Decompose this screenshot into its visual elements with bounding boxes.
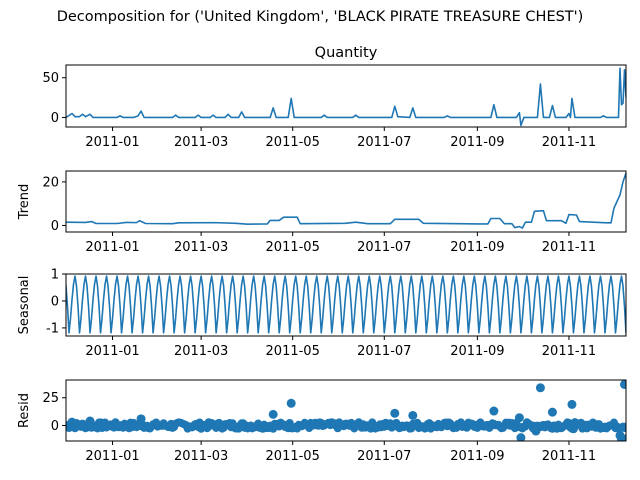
x-tick-label: 2011-03: [174, 344, 228, 359]
observed-axes-frame: [65, 64, 627, 128]
resid-point-outlier: [620, 380, 626, 389]
resid-point-outlier: [568, 424, 578, 434]
resid-point: [622, 422, 626, 431]
y-tick-label: 0: [51, 294, 59, 309]
resid-point-outlier: [408, 410, 418, 420]
x-tick-label: 2011-09: [450, 344, 504, 359]
x-tick-label: 2011-05: [266, 240, 320, 255]
resid-point-outlier: [516, 433, 526, 441]
resid-point-outlier: [85, 416, 95, 426]
x-tick-label: 2011-03: [174, 240, 228, 255]
trend-series-line: [66, 172, 626, 229]
x-tick-label: 2011-01: [85, 240, 139, 255]
x-tick-label: 2011-05: [266, 135, 320, 150]
figure-suptitle: Decomposition for ('United Kingdom', 'BL…: [57, 9, 584, 25]
panel-resid: 0 25 2011-01 2011-03 2011-05 2011-07 2011-09 20…: [17, 379, 627, 464]
x-tick-label: 2011-11: [542, 240, 596, 255]
x-tick-label: 2011-11: [542, 344, 596, 359]
panel-observed: 0 50 2011-01 2011-03 2011-05 2011-07 2011-09 20…: [42, 45, 627, 150]
x-tick-label: 2011-11: [542, 449, 596, 464]
resid-point-outlier: [288, 423, 298, 433]
x-tick-label: 2011-07: [357, 135, 411, 150]
observed-series-line: [66, 67, 626, 127]
resid-point-outlier: [567, 399, 577, 409]
y-tick-label: 1: [51, 268, 59, 283]
resid-point-outlier: [390, 408, 400, 418]
y-tick-label: 0: [51, 111, 59, 126]
x-tick-label: 2011-11: [542, 135, 596, 150]
y-tick-label: 50: [42, 71, 59, 86]
observed-plot-area: [66, 67, 626, 127]
x-tick-label: 2011-01: [85, 344, 139, 359]
seasonal-plot-area: [66, 275, 626, 334]
panel-seasonal: -1 0 1 2011-01 2011-03 2011-05 2011-07 2011-09 2…: [17, 268, 627, 359]
resid-point-outlier: [268, 409, 278, 419]
y-tick-label: -1: [46, 321, 59, 336]
y-tick-label: 0: [51, 419, 59, 434]
x-tick-label: 2011-01: [85, 449, 139, 464]
x-tick-label: 2011-09: [450, 449, 504, 464]
panel-trend: 0 20 2011-01 2011-03 2011-05 2011-07 2011-09 20…: [17, 170, 627, 255]
resid-plot-area: [66, 380, 626, 441]
resid-point-outlier: [514, 413, 524, 423]
resid-point-outlier: [136, 414, 146, 424]
resid-point-outlier: [621, 434, 626, 441]
x-tick-label: 2011-09: [450, 135, 504, 150]
panel-title: Quantity: [315, 45, 378, 61]
resid-point-outlier: [67, 417, 77, 427]
y-axis-label: Seasonal: [17, 276, 32, 335]
y-tick-label: 0: [51, 219, 59, 234]
y-axis-label: Trend: [17, 184, 32, 221]
trend-plot-area: [66, 172, 626, 229]
y-tick-label: 25: [42, 391, 59, 406]
resid-point-outlier: [547, 407, 557, 417]
y-axis-label: Resid: [17, 393, 32, 428]
resid-point-outlier: [535, 383, 545, 393]
x-tick-label: 2011-09: [450, 240, 504, 255]
resid-axes-frame: [65, 379, 627, 442]
x-tick-label: 2011-03: [174, 135, 228, 150]
x-tick-label: 2011-03: [174, 449, 228, 464]
resid-point-outlier: [286, 398, 296, 408]
resid-point-outlier: [531, 426, 541, 436]
panels-group: 0 50 2011-01 2011-03 2011-05 2011-07 2011-09 20…: [17, 45, 627, 464]
trend-axes-frame: [65, 170, 627, 233]
x-tick-label: 2011-07: [357, 449, 411, 464]
seasonal-series-line: [66, 275, 626, 334]
y-tick-label: 20: [42, 175, 59, 190]
x-tick-label: 2011-05: [266, 449, 320, 464]
resid-point-outlier: [489, 406, 499, 416]
x-tick-label: 2011-01: [85, 135, 139, 150]
x-tick-label: 2011-05: [266, 344, 320, 359]
seasonal-axes-frame: [65, 273, 627, 337]
x-tick-label: 2011-07: [357, 240, 411, 255]
x-tick-label: 2011-07: [357, 344, 411, 359]
